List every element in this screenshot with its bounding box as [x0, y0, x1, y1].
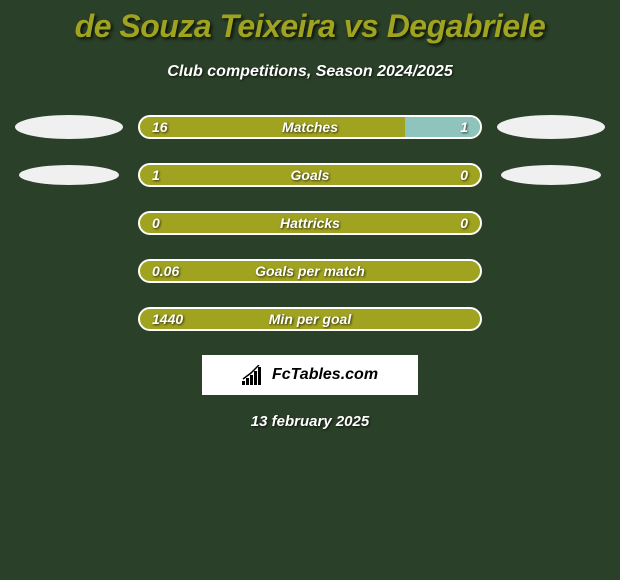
stats-rows: 16 Matches 1 1 Goals 0 0 [0, 115, 620, 331]
player-left-avatar-icon [15, 115, 123, 139]
player-left-avatar-icon [19, 165, 119, 185]
ellipse-slot-left [15, 165, 123, 185]
stat-row-hattricks: 0 Hattricks 0 [0, 211, 620, 235]
stat-row-goals: 1 Goals 0 [0, 163, 620, 187]
stat-label: Hattricks [140, 213, 480, 233]
stat-bar: 1440 Min per goal [138, 307, 482, 331]
stat-bar: 16 Matches 1 [138, 115, 482, 139]
stat-label: Goals per match [140, 261, 480, 281]
stat-label: Min per goal [140, 309, 480, 329]
player-right-avatar-icon [497, 115, 605, 139]
stat-row-matches: 16 Matches 1 [0, 115, 620, 139]
stat-bar: 1 Goals 0 [138, 163, 482, 187]
attribution-text: FcTables.com [272, 366, 378, 384]
stat-value-right: 0 [460, 213, 468, 233]
stat-row-min-per-goal: 1440 Min per goal [0, 307, 620, 331]
attribution-badge: FcTables.com [202, 355, 418, 395]
player-right-avatar-icon [501, 165, 601, 185]
stat-row-goals-per-match: 0.06 Goals per match [0, 259, 620, 283]
comparison-title: de Souza Teixeira vs Degabriele [0, 8, 620, 45]
stat-label: Goals [140, 165, 480, 185]
stat-label: Matches [140, 117, 480, 137]
stat-value-right: 0 [460, 165, 468, 185]
stat-value-right: 1 [460, 117, 468, 137]
stat-bar: 0 Hattricks 0 [138, 211, 482, 235]
fctables-logo-icon [242, 365, 268, 385]
comparison-subtitle: Club competitions, Season 2024/2025 [0, 63, 620, 81]
ellipse-slot-right [497, 165, 605, 185]
comparison-date: 13 february 2025 [0, 413, 620, 430]
stat-bar: 0.06 Goals per match [138, 259, 482, 283]
